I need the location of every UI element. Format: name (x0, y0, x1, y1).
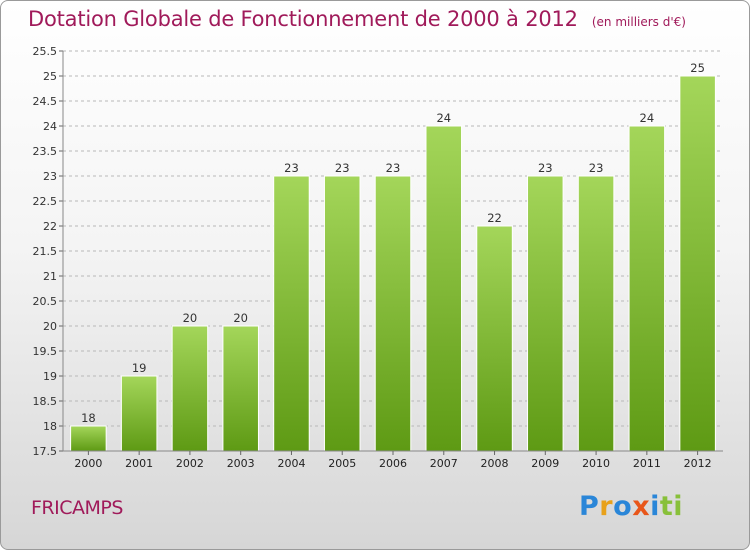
chart-title: Dotation Globale de Fonctionnement de 20… (28, 7, 686, 31)
x-tick-label-2010: 2010 (582, 457, 610, 470)
y-tick-label: 21 (43, 270, 57, 283)
logo-letter: r (599, 491, 614, 522)
y-tick-label: 18 (43, 420, 57, 433)
x-tick-label-2005: 2005 (328, 457, 356, 470)
y-tick-label: 20 (43, 320, 57, 333)
y-tick-label: 21.5 (33, 245, 58, 258)
y-tick-label: 19 (43, 370, 57, 383)
x-tick-label-2006: 2006 (379, 457, 407, 470)
data-label-2012: 25 (690, 61, 705, 75)
x-tick-label-2004: 2004 (277, 457, 305, 470)
bars (70, 75, 716, 452)
bar-2007 (425, 125, 463, 452)
y-tick-label: 24.5 (33, 95, 58, 108)
y-tick-label: 22 (43, 220, 57, 233)
x-tick-label-2011: 2011 (633, 457, 661, 470)
y-tick-label: 17.5 (33, 445, 58, 458)
chart-title-text: Dotation Globale de Fonctionnement de 20… (28, 7, 578, 31)
x-tick-label-2012: 2012 (684, 457, 712, 470)
x-axis: 2000 2001 2002 2003 2004 2005 2006 2007 2008 2009… (63, 450, 723, 470)
bar-2002 (171, 325, 209, 452)
bar-2004 (273, 175, 310, 452)
x-tick-label-2002: 2002 (176, 457, 204, 470)
data-label-2001: 19 (132, 361, 147, 375)
data-label-2006: 23 (386, 161, 401, 175)
bar-2009 (527, 175, 564, 452)
y-tick-label: 23 (43, 170, 57, 183)
logo-letter: x (632, 491, 651, 522)
proxiti-logo: Proxiti (579, 491, 683, 522)
logo-letter: t (659, 491, 674, 522)
data-label-2008: 22 (487, 211, 502, 225)
x-tick-label-2001: 2001 (125, 457, 153, 470)
bar-2000 (70, 425, 107, 452)
logo-letter: P (579, 491, 600, 522)
data-label-2010: 23 (589, 161, 604, 175)
y-tick-label: 24 (43, 120, 57, 133)
bar-2003 (222, 325, 259, 452)
logo-letter: i (673, 491, 684, 522)
x-tick-label-2007: 2007 (430, 457, 458, 470)
data-label-2002: 20 (183, 311, 198, 325)
data-label-2000: 18 (81, 411, 96, 425)
data-label-2005: 23 (335, 161, 350, 175)
y-tick-label: 20.5 (33, 295, 58, 308)
data-label-2011: 24 (640, 111, 655, 125)
bar-2008 (476, 225, 513, 452)
unit-label: (en milliers d'€) (591, 15, 686, 29)
logo-letter: i (650, 491, 660, 522)
x-tick-label-2000: 2000 (74, 457, 102, 470)
commune-name: FRICAMPS (31, 497, 123, 519)
bar-2011 (628, 125, 666, 452)
y-tick-label: 19.5 (33, 345, 58, 358)
y-tick-label: 25 (43, 70, 57, 83)
data-labels: 18 19 20 20 23 23 23 24 22 23 23 24 25 (81, 61, 705, 425)
y-tick-label: 22.5 (33, 195, 58, 208)
x-tick-label-2003: 2003 (227, 457, 255, 470)
y-tick-label: 25.5 (33, 45, 58, 58)
bar-2005 (323, 175, 361, 452)
bar-2012 (679, 75, 716, 452)
x-tick-label-2009: 2009 (531, 457, 559, 470)
data-label-2007: 24 (436, 111, 451, 125)
bar-2001 (120, 375, 158, 452)
data-label-2003: 20 (233, 311, 248, 325)
data-label-2004: 23 (284, 161, 299, 175)
logo-letter: o (613, 491, 633, 522)
data-label-2009: 23 (538, 161, 553, 175)
y-axis: 17.5 18 18.5 19 19.5 20 20.5 21 21.5 22 22.5 23 23.5… (33, 45, 64, 458)
bar-2006 (374, 175, 412, 452)
bar-2010 (577, 175, 615, 452)
y-tick-label: 18.5 (33, 395, 58, 408)
x-tick-label-2008: 2008 (481, 457, 509, 470)
y-tick-label: 23.5 (33, 145, 58, 158)
